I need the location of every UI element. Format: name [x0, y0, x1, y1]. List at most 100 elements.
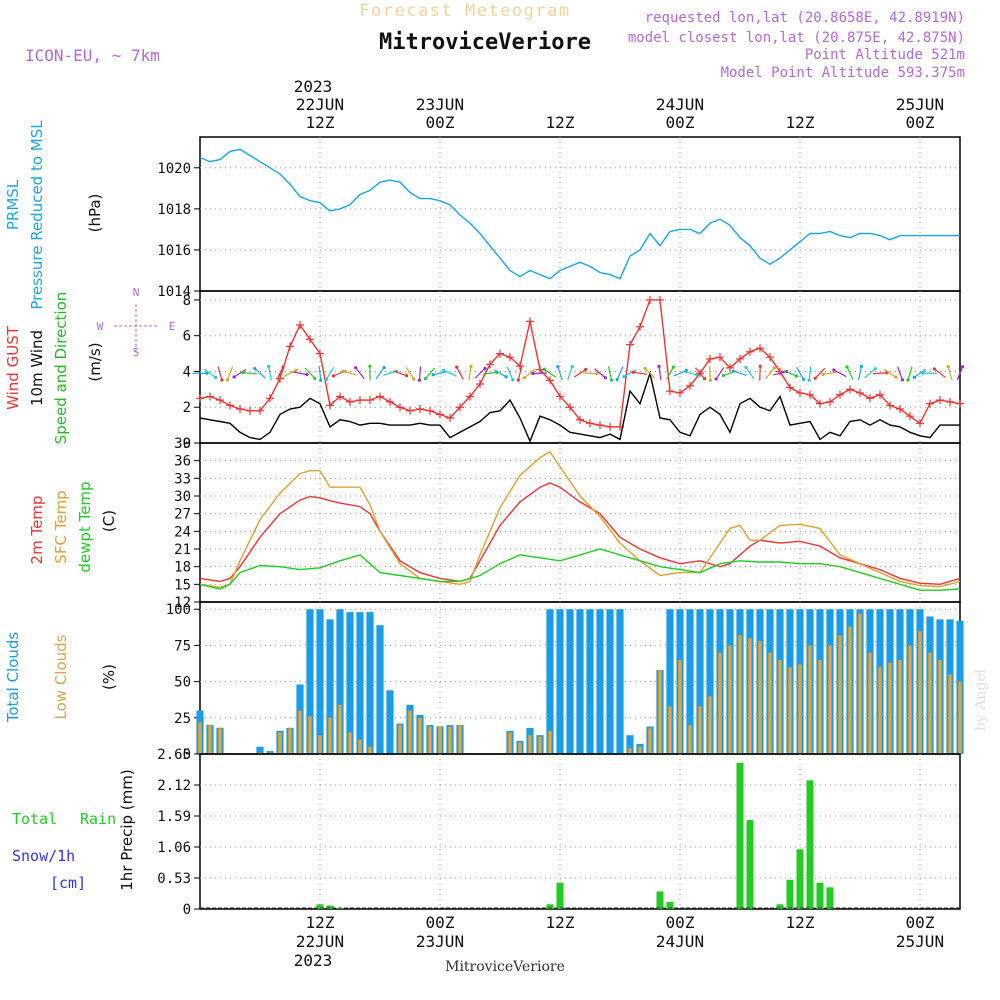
low-cloud-bar [667, 705, 673, 755]
wind-dir-arrow-head [794, 374, 799, 378]
gust-marker [606, 422, 614, 431]
low-cloud-bar [957, 681, 963, 755]
wind-dir-arrow [666, 366, 674, 380]
y-tick-label: 6 [183, 329, 191, 345]
gust-marker [636, 322, 644, 331]
wind-dir-arrow-head [609, 378, 614, 382]
low-cloud-bar [847, 626, 853, 755]
gust-marker [466, 392, 474, 401]
gust-marker [406, 406, 414, 415]
rain-bar [326, 905, 334, 909]
wind-dir-arrow-head [708, 378, 712, 382]
wind-dir-arrow-head [921, 371, 925, 375]
gust-marker [776, 367, 784, 376]
panel-frame [199, 753, 961, 910]
gust-marker [936, 396, 944, 405]
wind-dir-arrow-head [859, 364, 864, 369]
low-cloud-bar [777, 659, 783, 755]
wind-dir-arrow-head [631, 370, 635, 374]
wind-dir-arrow [418, 366, 422, 381]
low-cloud-bar [677, 659, 683, 755]
series-line-2m-temp [199, 482, 961, 586]
wind-dir-arrow-head [354, 366, 358, 370]
wind-dir-arrow-head [906, 378, 910, 382]
total-cloud-bar [626, 735, 634, 754]
panel-frame [199, 442, 961, 603]
watermark: by Angel [973, 668, 989, 731]
low-cloud-bar [437, 726, 443, 755]
low-cloud-bar [807, 645, 813, 755]
wind-dir-arrow-head [758, 364, 762, 368]
bottom-hour-label: 00Z [426, 913, 455, 932]
compass-cross [114, 304, 158, 352]
total-cloud-bar [386, 690, 394, 754]
wind-dir-arrow-head [253, 366, 257, 371]
wind-dir-arrow-head [417, 378, 422, 382]
wind-dir-arrow-head [684, 368, 688, 373]
panel-clouds: 0 25 50 75 100 [166, 601, 964, 763]
gust-marker [946, 397, 954, 406]
low-cloud-bar [907, 645, 913, 755]
low-cloud-bar [927, 652, 933, 755]
gust-marker [676, 388, 684, 397]
rain-bar [776, 904, 784, 909]
wind-dir-arrow [226, 366, 234, 381]
wind-dir-arrow [343, 370, 357, 376]
wind-dir-arrow [857, 366, 863, 381]
top-hour-label: 00Z [426, 113, 455, 132]
top-day-label: 22JUN [296, 95, 344, 114]
temp-dewpt-label: dewpt Temp [76, 481, 94, 572]
gust-marker [436, 410, 444, 419]
total-cloud-bar [376, 625, 384, 754]
total-cloud-bar [606, 609, 614, 754]
pressure-label-long: Pressure Reduced to MSL [28, 120, 46, 310]
wind-dir-arrow-head [442, 368, 446, 372]
wind-dir-arrow [375, 367, 385, 380]
pressure-label-prmsl: PRMSL [4, 179, 22, 230]
low-cloud-bar [637, 746, 643, 755]
low-cloud-bar [787, 666, 793, 755]
y-tick-label: 15 [174, 577, 191, 593]
wind-dir-arrow [883, 368, 897, 378]
gust-marker [766, 353, 774, 362]
total-cloud-bar [546, 609, 554, 754]
wind-dir-arrow [517, 366, 523, 381]
wind-dir-arrow [623, 369, 637, 378]
wind-dir-arrow [217, 366, 223, 381]
gust-marker [546, 376, 554, 385]
wind-dir-arrow [433, 371, 447, 376]
panel-frame [199, 136, 961, 292]
low-cloud-bar [767, 652, 773, 755]
wind-dir-arrow [582, 372, 598, 375]
y-tick-label: 2.65 [157, 747, 191, 763]
top-day-label: 24JUN [656, 95, 704, 114]
series-line-sfc-temp [199, 450, 961, 589]
low-cloud-bar [707, 695, 713, 755]
top-year-label: 2023 [294, 77, 333, 96]
wind-dir-arrow [543, 368, 557, 378]
y-tick-label: 2.12 [157, 778, 191, 794]
gust-marker [426, 406, 434, 415]
y-tick-label: 1020 [157, 161, 191, 177]
series-line-10m-wind [199, 370, 960, 444]
wind-dir-arrow-head [504, 375, 508, 379]
wind-dir-arrow-head [522, 376, 527, 380]
wind-dir-arrow-head [542, 367, 546, 371]
y-tick-label: 25 [174, 711, 191, 727]
low-cloud-bar [917, 630, 923, 755]
wind-dir-arrow-head [584, 367, 588, 371]
rain-bar [806, 780, 814, 909]
wind-dir-arrow-head [702, 377, 707, 381]
location-title: MitroviceVeriore [379, 30, 591, 55]
low-cloud-bar [657, 669, 663, 755]
gust-marker [746, 347, 754, 356]
precip-snow-label: Snow/1h [12, 847, 75, 865]
gust-marker [786, 383, 794, 392]
wind-dir-arrow [607, 366, 613, 381]
wind-dir-arrow-head [714, 377, 718, 381]
rain-bar [666, 901, 674, 909]
gust-marker [566, 403, 574, 412]
low-cloud-bar [687, 724, 693, 755]
closest-coords: model closest lon,lat (20.875E, 42.875N) [628, 30, 965, 46]
wind-dir-arrow-head [622, 375, 626, 379]
